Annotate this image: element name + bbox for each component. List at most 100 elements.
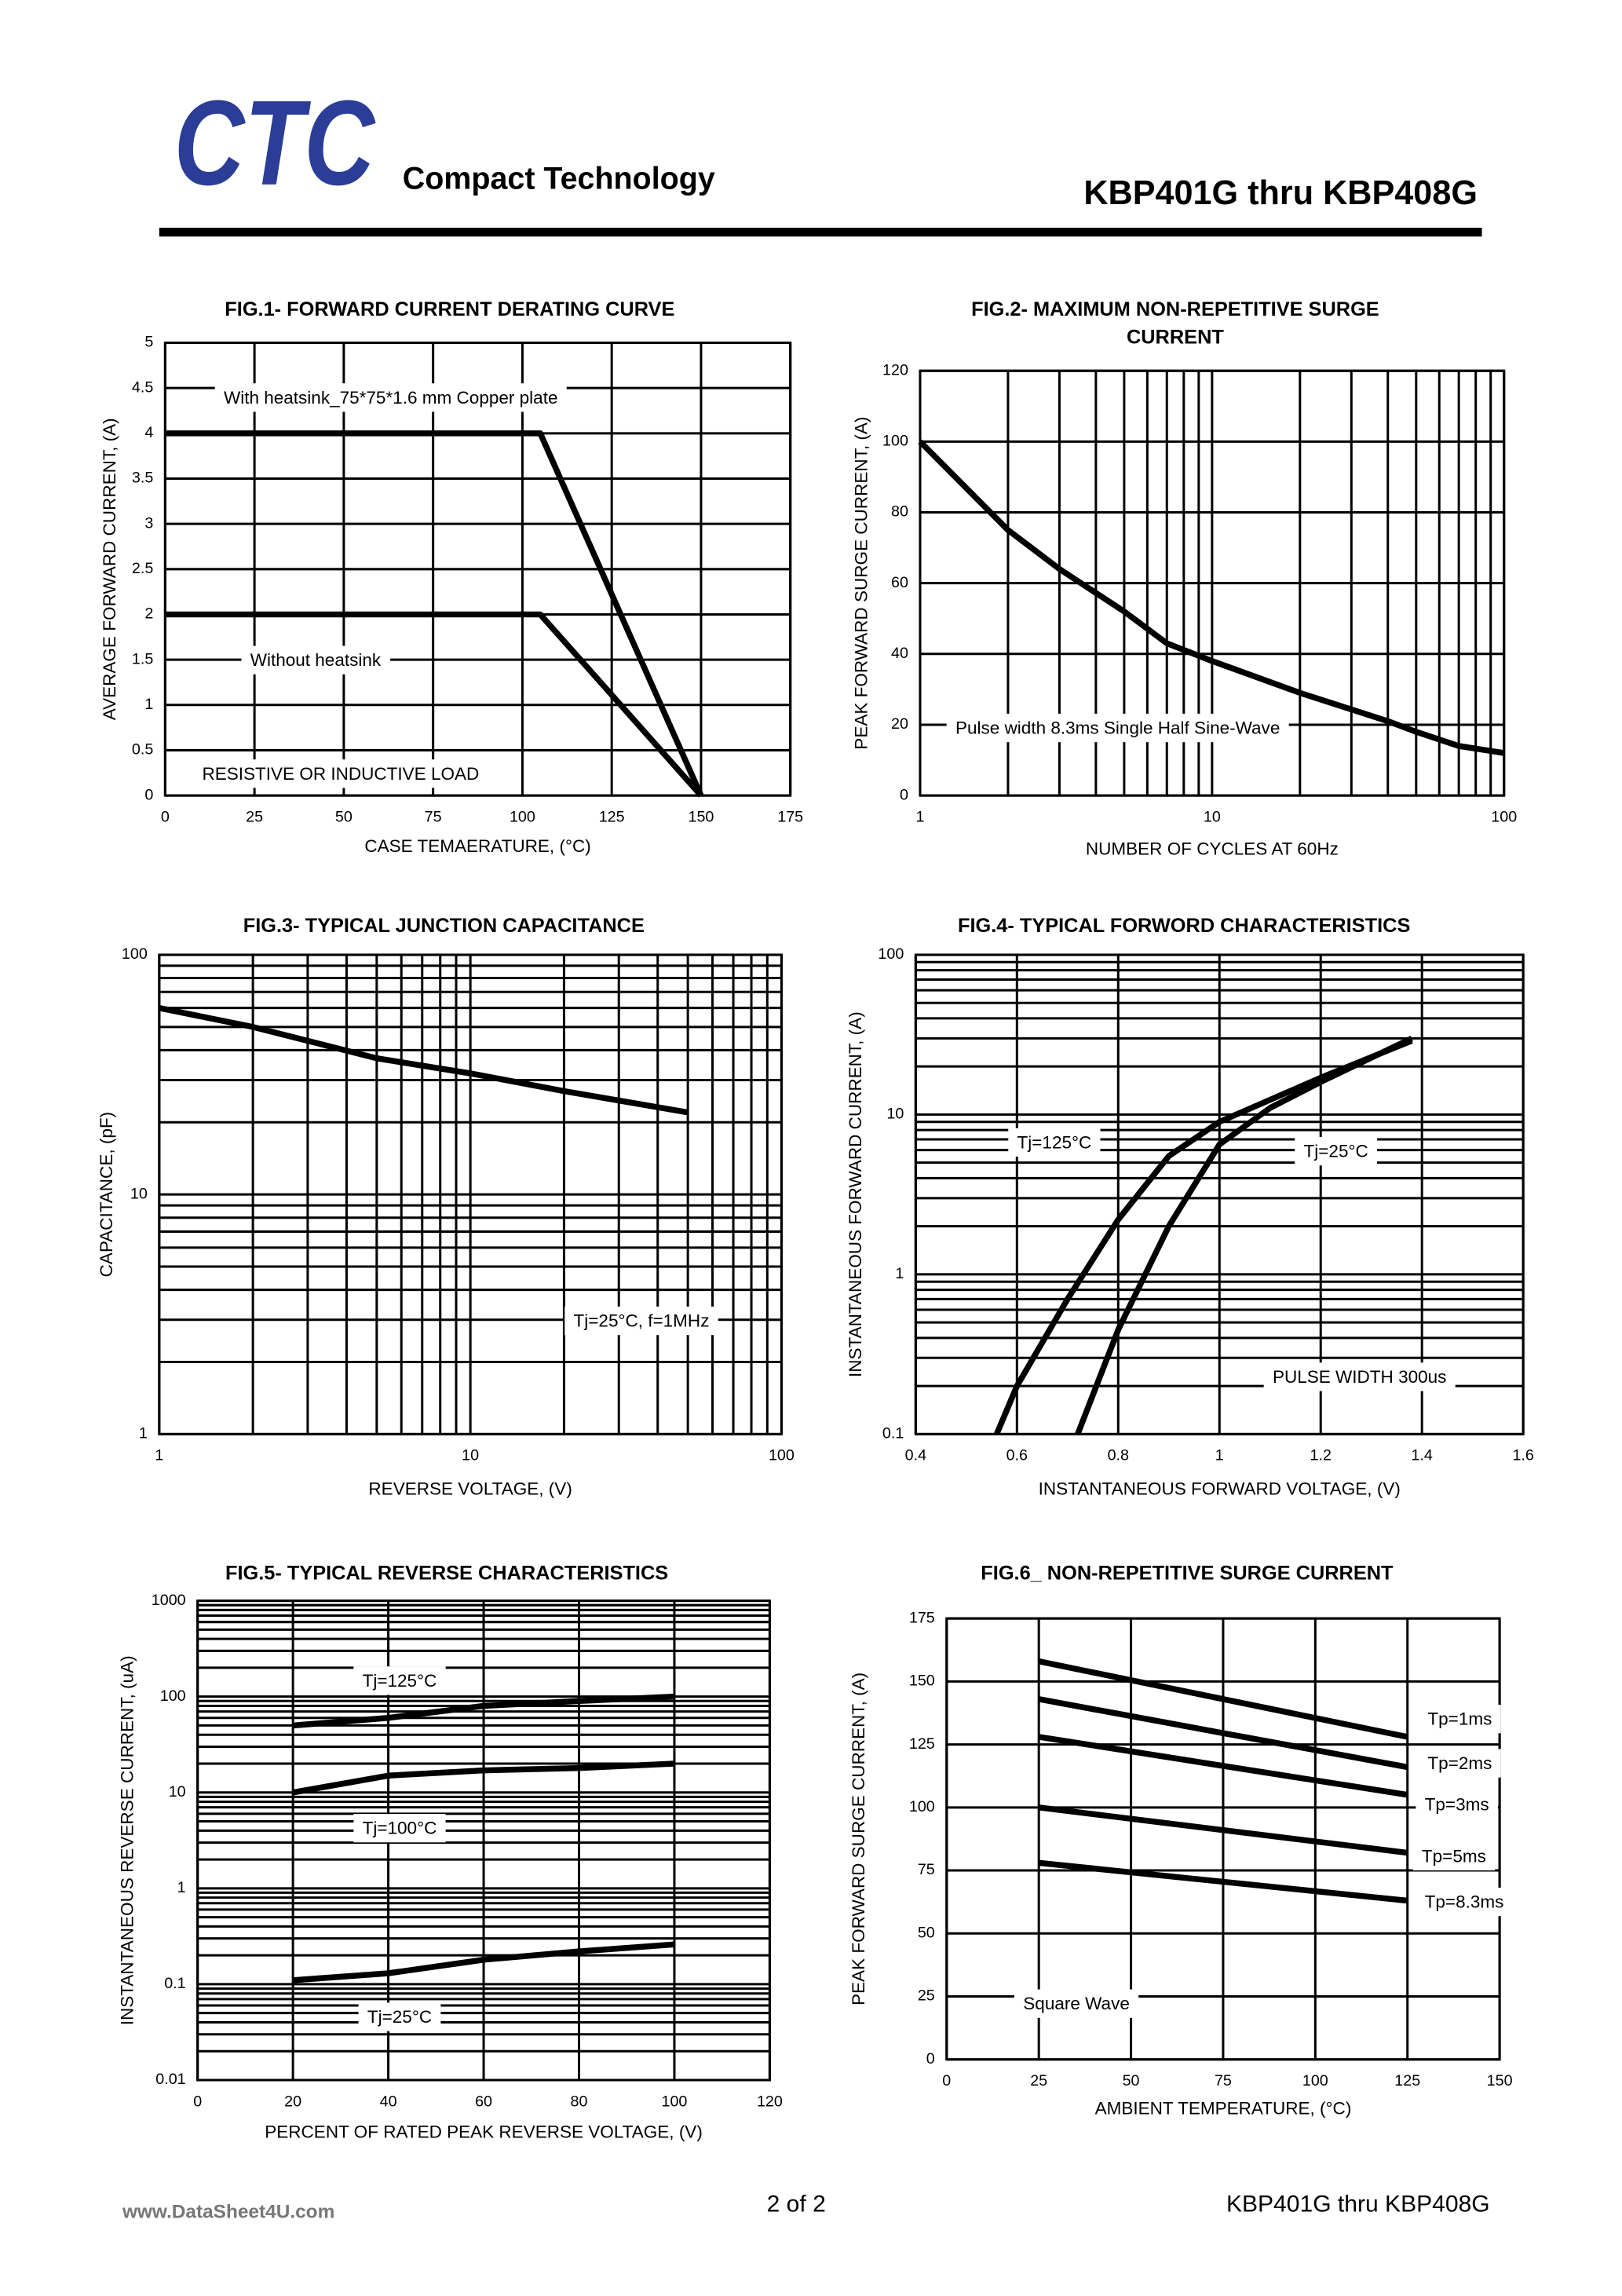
y-tick-label: 1.5 bbox=[132, 650, 153, 667]
series-label-box bbox=[358, 2002, 441, 2031]
plot-frame bbox=[196, 1600, 771, 2082]
y-tick-label: 175 bbox=[909, 1609, 935, 1626]
annotation: With heatsink_75*75*1.6 mm Copper plate bbox=[224, 388, 558, 408]
plot-frame bbox=[919, 369, 1506, 797]
y-tick-label: 3 bbox=[144, 514, 153, 532]
y-tick-label: 1 bbox=[139, 1425, 148, 1442]
series-label: Tp=3ms bbox=[1425, 1795, 1489, 1815]
x-axis-label: REVERSE VOLTAGE, (V) bbox=[368, 1479, 572, 1499]
x-tick-label: 1.4 bbox=[1411, 1447, 1432, 1464]
y-tick-label: 2 bbox=[144, 605, 153, 623]
series-line bbox=[1038, 1696, 1408, 1771]
y-tick-label: 50 bbox=[918, 1924, 935, 1941]
y-tick-label: 10 bbox=[169, 1783, 186, 1801]
y-tick-label: 1 bbox=[895, 1265, 904, 1282]
footer-website: www.DataSheet4U.com bbox=[122, 2202, 334, 2223]
series-line bbox=[165, 611, 703, 798]
x-axis-label: PERCENT OF RATED PEAK REVERSE VOLTAGE, (… bbox=[265, 2122, 703, 2142]
series-line bbox=[165, 430, 704, 797]
annotation: Tj=25°C, f=1MHz bbox=[574, 1311, 710, 1331]
x-tick-label: 75 bbox=[425, 808, 442, 825]
y-tick-label: 100 bbox=[878, 945, 904, 963]
series-line bbox=[918, 439, 1505, 756]
part-title: KBP401G thru KBP408G bbox=[1083, 174, 1478, 212]
series-line bbox=[159, 1004, 689, 1116]
x-tick-label: 0.4 bbox=[905, 1447, 926, 1464]
series-line bbox=[994, 1037, 1413, 1435]
y-tick-label: 0 bbox=[900, 786, 908, 803]
y-tick-label: 125 bbox=[909, 1735, 935, 1753]
y-axis-label: PEAK FORWARD SURGE CURRENT, (A) bbox=[852, 417, 871, 750]
series-label: Tp=8.3ms bbox=[1425, 1892, 1504, 1912]
y-tick-label: 0 bbox=[144, 786, 153, 803]
y-tick-label: 100 bbox=[160, 1687, 186, 1705]
series-label: Tj=25°C bbox=[367, 2007, 432, 2027]
y-tick-label: 20 bbox=[891, 715, 908, 733]
series-line bbox=[292, 1693, 675, 1729]
series-label: Tp=5ms bbox=[1422, 1846, 1486, 1866]
chart-title: CURRENT bbox=[1127, 327, 1224, 349]
x-tick-label: 0 bbox=[161, 808, 170, 825]
y-tick-label: 100 bbox=[882, 433, 908, 450]
plot-frame bbox=[914, 953, 1525, 1435]
company-name: Compact Technology bbox=[403, 161, 715, 196]
x-tick-label: 20 bbox=[284, 2093, 301, 2110]
x-tick-label: 100 bbox=[510, 808, 535, 825]
annotation: PULSE WIDTH 300us bbox=[1273, 1367, 1446, 1387]
plot-frame bbox=[945, 1617, 1501, 2061]
x-tick-label: 25 bbox=[1030, 2072, 1047, 2089]
annotation: Pulse width 8.3ms Single Half Sine-Wave bbox=[955, 718, 1280, 738]
chart-title: FIG.6_ NON-REPETITIVE SURGE CURRENT bbox=[981, 1562, 1394, 1584]
x-axis-label: CASE TEMAERATURE, (°C) bbox=[364, 836, 590, 856]
series-label-box bbox=[1416, 1887, 1513, 1917]
y-tick-label: 4.5 bbox=[132, 378, 153, 396]
x-tick-label: 0 bbox=[193, 2093, 202, 2110]
annotation-box bbox=[1263, 1362, 1456, 1391]
y-tick-label: 0.01 bbox=[155, 2071, 185, 2088]
plot-frame bbox=[163, 342, 792, 797]
series-line bbox=[1038, 1734, 1408, 1798]
x-tick-label: 1 bbox=[155, 1447, 163, 1464]
chart-title: FIG.4- TYPICAL FORWORD CHARACTERISTICS bbox=[958, 915, 1410, 937]
x-tick-label: 100 bbox=[1302, 2072, 1328, 2089]
series-label-box bbox=[1416, 1790, 1498, 1819]
logo: CTC bbox=[174, 75, 377, 210]
x-tick-label: 25 bbox=[246, 808, 263, 825]
page-number: 2 of 2 bbox=[767, 2192, 826, 2217]
y-tick-label: 1 bbox=[144, 696, 153, 713]
y-tick-label: 60 bbox=[891, 574, 908, 591]
series-line bbox=[292, 1760, 675, 1796]
x-axis-label: NUMBER OF CYCLES AT 60Hz bbox=[1086, 839, 1339, 859]
x-tick-label: 1.2 bbox=[1310, 1447, 1332, 1464]
annotation-box bbox=[241, 645, 391, 675]
chart-title: FIG.2- MAXIMUM NON-REPETITIVE SURGE bbox=[971, 298, 1379, 320]
y-tick-label: 10 bbox=[886, 1106, 904, 1123]
x-tick-label: 100 bbox=[1491, 808, 1517, 825]
y-tick-label: 40 bbox=[891, 645, 908, 662]
series-line bbox=[1038, 1859, 1408, 1904]
x-tick-label: 0.6 bbox=[1006, 1447, 1028, 1464]
x-tick-label: 100 bbox=[662, 2093, 688, 2110]
x-axis-label: INSTANTANEOUS FORWARD VOLTAGE, (V) bbox=[1039, 1479, 1401, 1499]
y-tick-label: 5 bbox=[144, 334, 153, 351]
x-tick-label: 10 bbox=[1204, 808, 1221, 825]
chart-title: FIG.5- TYPICAL REVERSE CHARACTERISTICS bbox=[225, 1562, 668, 1584]
series-label-box bbox=[1295, 1136, 1378, 1166]
y-tick-label: 0.1 bbox=[882, 1425, 904, 1442]
series-label-box bbox=[1008, 1128, 1101, 1157]
y-tick-label: 100 bbox=[909, 1798, 935, 1815]
series-label: Tj=125°C bbox=[363, 1671, 437, 1691]
x-tick-label: 40 bbox=[380, 2093, 397, 2110]
y-tick-label: 0.5 bbox=[132, 741, 153, 759]
annotation-box bbox=[1014, 1989, 1139, 2018]
y-axis-label: AVERAGE FORWARD CURRENT, (A) bbox=[100, 418, 119, 720]
x-tick-label: 100 bbox=[769, 1447, 795, 1464]
y-tick-label: 25 bbox=[918, 1987, 935, 2005]
series-label: Tp=2ms bbox=[1427, 1753, 1492, 1773]
y-axis-label: PEAK FORWARD SURGE CURRENT, (A) bbox=[849, 1673, 868, 2005]
x-tick-label: 0 bbox=[942, 2072, 951, 2089]
annotation-box bbox=[564, 1306, 718, 1336]
y-tick-label: 100 bbox=[122, 945, 148, 963]
